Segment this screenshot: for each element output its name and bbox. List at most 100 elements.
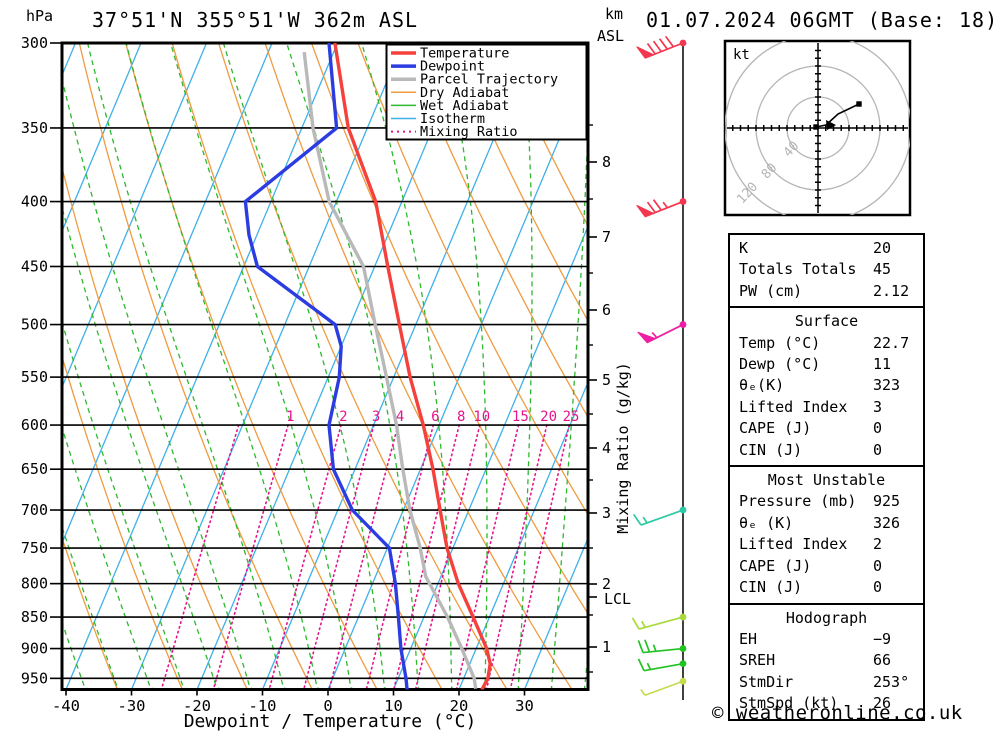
stat-label: SREH — [739, 651, 776, 670]
legend-label: Isotherm — [420, 111, 485, 127]
dry-adiabat-line — [217, 43, 508, 690]
sounding-traces — [243, 43, 492, 690]
isotherms — [62, 43, 588, 690]
stat-value: 925 — [873, 492, 901, 511]
mixing-ratio-label: 6 — [431, 409, 439, 425]
panel-header: Most Unstable — [767, 471, 886, 490]
pressure-tick-label: 900 — [21, 640, 48, 658]
dry-adiabat-line — [357, 43, 588, 516]
valid-time-title: 01.07.2024 06GMT (Base: 18) — [646, 8, 999, 32]
dry-adiabat-line — [450, 43, 588, 323]
wind-barb-full — [664, 35, 675, 48]
stat-label: EH — [739, 629, 758, 648]
temperature-tick-label: 0 — [323, 697, 332, 715]
mixing-ratio-label: 10 — [473, 409, 490, 425]
wet-adiabat-line — [286, 43, 422, 690]
wind-barb-stem — [640, 509, 684, 526]
stat-label: PW (cm) — [739, 281, 803, 300]
wind-barb-half — [642, 516, 648, 524]
pressure-tick-label: 350 — [21, 119, 48, 137]
mixing-ratio-label: 15 — [512, 409, 529, 425]
wind-barb-full — [637, 658, 645, 672]
wind-barb-full — [637, 640, 644, 653]
km-axis-unit-label: km — [605, 5, 624, 23]
table-row: EH −9 — [730, 629, 923, 650]
stat-label: Lifted Index — [739, 535, 848, 554]
dry-adiabats — [62, 43, 588, 690]
x-axis-title: Dewpoint / Temperature (°C) — [184, 711, 477, 732]
pressure-tick-label: 850 — [21, 608, 48, 626]
pressure-tick-label: 300 — [21, 34, 48, 52]
km-tick-label: 5 — [602, 371, 611, 389]
page-title: 37°51'N 355°51'W 362m ASL — [92, 8, 419, 32]
table-row: θₑ (K) 326 — [730, 513, 923, 534]
mixing-ratio-line — [160, 424, 240, 690]
mixing-ratio-line — [509, 424, 571, 690]
wind-barb — [637, 639, 687, 654]
pressure-tick-label: 400 — [21, 193, 48, 211]
lcl-label: LCL — [604, 590, 631, 608]
hodograph-marker — [813, 124, 819, 130]
pressure-tick-label: 500 — [21, 316, 48, 334]
stat-value: 3 — [873, 397, 883, 416]
dewpoint-curve — [243, 43, 409, 690]
stat-value: 0 — [873, 556, 883, 575]
legend-label: Mixing Ratio — [420, 124, 518, 140]
wind-barb-half — [640, 689, 646, 696]
wet-adiabat-line — [62, 524, 125, 690]
mixing-ratio-label: 20 — [540, 409, 557, 425]
km-tick-label: 7 — [602, 228, 611, 246]
stat-label: Temp (°C) — [739, 333, 821, 352]
table-row: PW (cm) 2.12 — [730, 281, 923, 302]
legend-label: Dewpoint — [420, 59, 485, 75]
mixing-ratio-label: 1 — [286, 409, 294, 425]
wet-adiabat-line — [443, 43, 489, 690]
table-row: CAPE (J) 0 — [730, 418, 923, 439]
mixing-ratio-label: 25 — [563, 409, 580, 425]
hodograph-arrowhead — [826, 120, 836, 130]
wind-barb-full — [652, 199, 662, 211]
pressure-tick-label: 800 — [21, 575, 48, 593]
mixing-ratio-line — [365, 424, 435, 690]
table-row: CIN (J) 0 — [730, 577, 923, 598]
temperature-tick-label: -10 — [249, 697, 277, 715]
wind-barb-stem — [638, 616, 684, 630]
stat-label: StmDir — [739, 672, 794, 691]
stat-value: 26 — [873, 694, 892, 713]
hodograph-trace — [815, 103, 860, 128]
temperature-tick-label: -30 — [118, 697, 146, 715]
stat-label: Dewp (°C) — [739, 355, 821, 374]
dry-adiabat-line — [62, 165, 249, 690]
hodograph-marker — [856, 101, 862, 107]
pressure-tick-label: 750 — [21, 539, 48, 557]
asl-label: ASL — [597, 27, 625, 45]
pressure-tick-label: 700 — [21, 501, 48, 519]
indices-panel: Hodograph EH −9 SREH 66 StmDir 253° StmSpd (kt)… — [728, 602, 925, 721]
pressure-axis: 300 350 400 450 500 550 600 650 700 750 800 850 900 9… — [21, 34, 61, 687]
pressure-tick-label: 650 — [21, 460, 48, 478]
mixing-ratio-axis-label: Mixing Ratio (g/kg) — [614, 362, 632, 534]
mixing-ratio-line — [268, 424, 342, 690]
isotherm-line — [130, 43, 404, 690]
wind-barb — [637, 658, 687, 672]
wind-barb-dot — [679, 645, 687, 652]
wind-barb-dot — [679, 613, 687, 621]
wet-adiabat-line — [0, 43, 59, 690]
dry-adiabat-line — [496, 43, 588, 228]
wind-barb-flag — [636, 46, 655, 59]
wet-adiabat-line — [62, 205, 223, 690]
panel-header: Surface — [794, 312, 859, 331]
stat-value: 0 — [873, 419, 883, 438]
wet-adiabat-line — [86, 43, 290, 690]
indices-panel: Surface Temp (°C) 22.7 Dewp (°C) 11 θₑ(K) 323 L… — [728, 306, 925, 468]
wind-barb-full — [646, 43, 656, 55]
stat-label: CAPE (J) — [739, 556, 812, 575]
stat-value: 0 — [873, 440, 883, 459]
mixing-ratio-label: 4 — [396, 409, 404, 425]
wet-adiabat-line — [517, 43, 533, 690]
isotherm-line — [196, 43, 470, 690]
mixing-ratio-label: 3 — [372, 409, 380, 425]
stat-value: 253° — [873, 672, 910, 691]
table-row: θₑ(K) 323 — [730, 375, 923, 396]
